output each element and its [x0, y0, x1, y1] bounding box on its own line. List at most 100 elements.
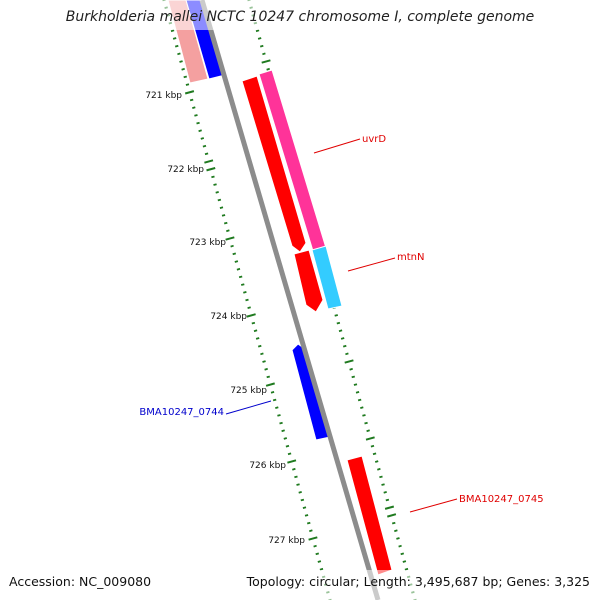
inner-scale-minor-tick [185, 83, 190, 86]
inner-scale-minor-tick [262, 360, 266, 363]
inner-scale-minor-tick [300, 498, 305, 502]
outer-scale-minor-tick [374, 460, 379, 463]
outer-scale-minor-tick [336, 321, 341, 325]
inner-scale-minor-tick [179, 60, 183, 63]
inner-scale-minor-tick [174, 44, 179, 48]
outer-scale-minor-tick [255, 29, 260, 33]
outer-scale-minor-tick [362, 414, 366, 417]
outer-scale-major-tick [344, 359, 354, 364]
outer-scale-minor-tick [334, 314, 339, 317]
gene-mtnN[interactable] [293, 249, 324, 313]
inner-scale-minor-tick [226, 229, 230, 233]
inner-scale-minor-tick [251, 321, 256, 325]
gene-label-mtnN[interactable]: mtnN [397, 252, 424, 263]
outer-scale-minor-tick [366, 429, 370, 433]
inner-scale-minor-tick [281, 429, 285, 433]
outer-scale-minor-tick [398, 544, 402, 548]
outer-scale-minor-tick [377, 467, 381, 471]
inner-scale-minor-tick [221, 214, 226, 217]
outer-scale-minor-tick [353, 383, 358, 386]
gene-label-bma10247-0744[interactable]: BMA10247_0744 [139, 407, 224, 418]
outer-scale-major-tick [365, 436, 375, 441]
kbp-label-725: 725 kbp [230, 386, 267, 396]
outer-scale-minor-tick [357, 398, 362, 402]
inner-scale-minor-tick [170, 29, 175, 33]
outer-scale-minor-tick [396, 537, 400, 540]
outer-scale-minor-tick [385, 498, 390, 502]
summary-text: Topology: circular; Length: 3,495,687 bp… [246, 574, 590, 589]
gene-label-bma10247-0745[interactable]: BMA10247_0745 [459, 494, 544, 505]
inner-scale-minor-tick [172, 37, 177, 40]
inner-scale-minor-tick [230, 244, 234, 248]
title-backdrop [0, 0, 600, 30]
inner-scale-minor-tick [283, 437, 288, 440]
inner-scale-minor-tick [272, 398, 277, 402]
inner-scale-minor-tick [200, 137, 205, 140]
callout-line-mtnN [347, 257, 396, 272]
inner-scale-minor-tick [192, 106, 196, 109]
inner-scale-minor-tick [287, 452, 292, 456]
inner-scale-minor-tick [217, 198, 222, 202]
inner-scale-major-tick [246, 313, 256, 318]
inner-scale-minor-tick [302, 506, 307, 509]
outer-scale-minor-tick [360, 406, 364, 409]
inner-scale-minor-tick [232, 252, 237, 256]
callout-line-bma10247-0744 [225, 400, 272, 415]
inner-scale-minor-tick [260, 352, 264, 356]
outer-scale-minor-tick [404, 567, 409, 571]
outer-scale-minor-tick [400, 552, 405, 556]
inner-scale-major-tick [225, 236, 235, 241]
outer-scale-minor-tick [351, 375, 356, 379]
outer-scale-major-tick [387, 513, 397, 518]
inner-scale-minor-tick [292, 467, 296, 471]
inner-scale-minor-tick [204, 152, 209, 156]
inner-scale-minor-tick [181, 67, 185, 71]
inner-scale-minor-tick [202, 144, 207, 148]
kbp-label-723: 723 kbp [189, 238, 226, 248]
inner-scale-minor-tick [189, 98, 194, 102]
outer-scale-minor-tick [391, 521, 396, 525]
outer-scale-minor-tick [257, 37, 262, 40]
outer-scale-minor-tick [372, 452, 377, 456]
outer-scale-minor-tick [379, 475, 383, 479]
map-title: Burkholderia mallei NCTC 10247 chromosom… [65, 9, 535, 25]
inner-scale-minor-tick [240, 283, 245, 286]
genome-backbone [199, 0, 381, 600]
inner-scale-minor-tick [243, 291, 247, 294]
inner-scale-minor-tick [315, 552, 320, 556]
inner-scale-minor-tick [298, 491, 302, 494]
footer-backdrop [0, 570, 600, 600]
inner-scale-minor-tick [275, 406, 279, 409]
outer-scale-minor-tick [342, 344, 347, 348]
inner-scale-minor-tick [277, 414, 281, 417]
kbp-label-721: 721 kbp [145, 91, 182, 101]
inner-scale-minor-tick [313, 544, 317, 548]
inner-scale-minor-tick [183, 75, 188, 79]
outer-scale-minor-tick [262, 52, 266, 56]
inner-scale-minor-tick [194, 114, 198, 117]
accession-text: Accession: NC_009080 [9, 574, 152, 589]
inner-scale-minor-tick [211, 175, 215, 179]
gene-uvrD[interactable] [241, 75, 307, 253]
outer-scale-minor-tick [259, 44, 264, 48]
inner-scale-major-tick [184, 90, 195, 95]
inner-scale-minor-tick [223, 221, 228, 225]
kbp-label-726: 726 kbp [249, 461, 286, 471]
gene-label-uvrD[interactable]: uvrD [362, 134, 386, 145]
kbp-label-724: 724 kbp [210, 312, 247, 322]
inner-scale-minor-tick [215, 191, 219, 194]
inner-scale-minor-tick [238, 275, 243, 279]
inner-scale-minor-tick [317, 560, 322, 563]
inner-scale-major-tick [206, 167, 216, 172]
inner-scale-minor-tick [253, 329, 258, 333]
outer-scale-major-tick [261, 59, 271, 64]
cds-mtnN[interactable] [311, 245, 343, 310]
inner-scale-minor-tick [196, 121, 200, 125]
inner-scale-major-tick [265, 382, 275, 387]
inner-scale-minor-tick [306, 521, 311, 525]
inner-scale-minor-tick [257, 344, 262, 348]
inner-scale-minor-tick [294, 475, 298, 479]
inner-scale-minor-tick [247, 306, 251, 309]
